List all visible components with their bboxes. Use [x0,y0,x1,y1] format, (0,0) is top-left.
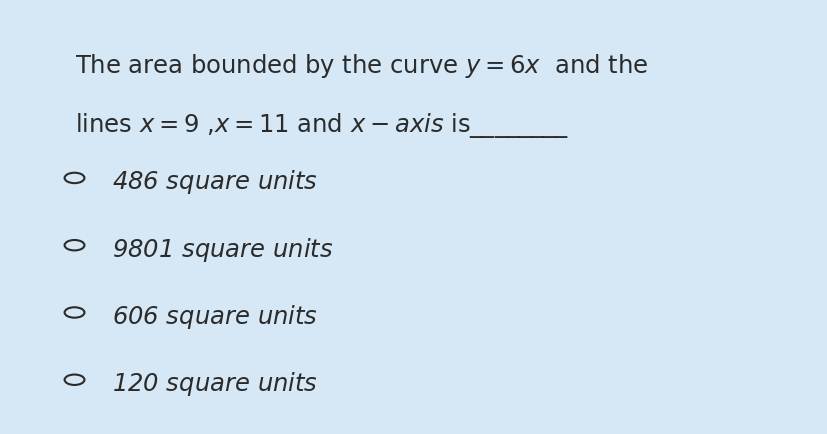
Text: The area bounded by the curve $y = 6x$  and the: The area bounded by the curve $y = 6x$ a… [74,52,648,80]
Text: lines $x = 9$ ,$x = 11$ and $x - \mathit{axis}$ is________: lines $x = 9$ ,$x = 11$ and $x - \mathit… [74,111,568,140]
Text: 486 $\mathit{square\ units}$: 486 $\mathit{square\ units}$ [112,168,318,196]
Text: 9801 $\mathit{square\ units}$: 9801 $\mathit{square\ units}$ [112,236,333,263]
Text: 120 $\mathit{square\ units}$: 120 $\mathit{square\ units}$ [112,370,318,398]
Text: 606 $\mathit{square\ units}$: 606 $\mathit{square\ units}$ [112,303,318,331]
